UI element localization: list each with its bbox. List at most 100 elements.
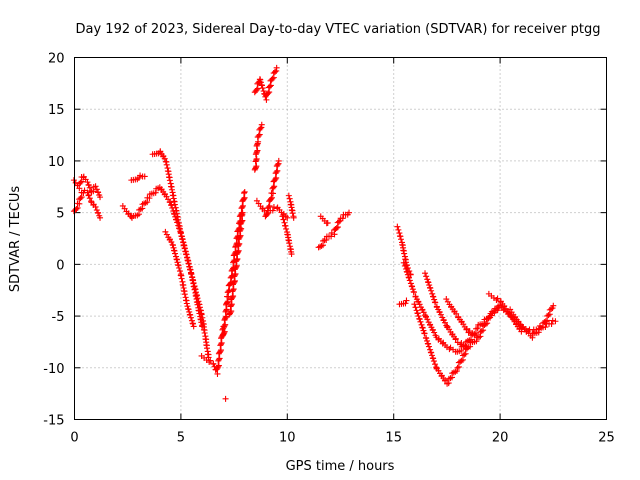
data-point	[461, 351, 468, 358]
data-point	[474, 325, 481, 332]
data-point	[424, 316, 431, 323]
data-point	[239, 209, 246, 216]
data-point	[233, 262, 240, 269]
data-point	[77, 179, 84, 186]
data-point	[431, 299, 438, 306]
data-point	[202, 336, 209, 343]
data-points	[70, 64, 559, 402]
data-point	[207, 357, 214, 364]
data-point	[218, 347, 225, 354]
y-tick-label: -10	[43, 362, 64, 377]
data-point	[172, 250, 179, 257]
data-point	[265, 204, 272, 211]
data-point	[93, 207, 100, 214]
data-point	[230, 293, 237, 300]
data-point	[93, 186, 100, 193]
data-point	[258, 121, 265, 128]
data-point	[431, 296, 438, 303]
data-point	[424, 340, 431, 347]
data-point	[178, 275, 185, 282]
data-point	[252, 164, 259, 171]
data-point	[270, 184, 277, 191]
data-point	[426, 282, 433, 289]
data-point	[231, 277, 238, 284]
data-point	[423, 273, 430, 280]
data-point	[241, 188, 248, 195]
data-point	[235, 248, 242, 255]
data-point	[178, 233, 185, 240]
data-point	[231, 272, 238, 279]
data-point	[238, 218, 245, 225]
data-point	[412, 304, 419, 311]
data-point	[97, 214, 104, 221]
data-point	[414, 310, 421, 317]
data-point	[230, 287, 237, 294]
data-point	[290, 214, 297, 221]
data-point	[427, 321, 434, 328]
data-point	[200, 326, 207, 333]
data-point	[173, 256, 180, 263]
data-point	[437, 311, 444, 318]
x-tick-label: 5	[177, 431, 185, 446]
data-point	[428, 287, 435, 294]
y-axis-label: SDTVAR / TECUs	[8, 186, 23, 293]
data-point	[188, 271, 195, 278]
data-point	[229, 294, 236, 301]
data-point	[201, 329, 208, 336]
data-point	[264, 211, 271, 218]
data-point	[253, 148, 260, 155]
data-point	[454, 364, 461, 371]
data-point	[218, 341, 225, 348]
data-point	[273, 169, 280, 176]
data-point	[187, 266, 194, 273]
data-point	[239, 204, 246, 211]
data-point	[346, 209, 353, 216]
data-point	[441, 319, 448, 326]
data-point	[184, 257, 191, 264]
data-point	[396, 233, 403, 240]
data-point	[216, 355, 223, 362]
data-point	[400, 259, 407, 266]
data-point	[163, 231, 170, 238]
data-point	[232, 244, 239, 251]
data-point	[214, 370, 221, 377]
data-point	[85, 181, 92, 188]
data-point	[272, 176, 279, 183]
data-point	[274, 161, 281, 168]
data-point	[458, 357, 465, 364]
x-tick-label: 25	[598, 431, 615, 446]
data-point	[168, 238, 175, 245]
data-point	[545, 312, 552, 319]
data-point	[175, 264, 182, 271]
data-point	[235, 241, 242, 248]
data-point	[422, 334, 429, 341]
data-point	[203, 342, 210, 349]
data-point	[549, 317, 556, 324]
data-point	[168, 183, 175, 190]
data-point	[415, 313, 422, 320]
data-point	[227, 309, 234, 316]
data-point	[287, 201, 294, 208]
data-point	[180, 287, 187, 294]
data-point	[440, 316, 447, 323]
data-point	[171, 201, 178, 208]
data-point	[412, 293, 419, 300]
data-point	[186, 308, 193, 315]
data-point	[424, 276, 431, 283]
data-point	[173, 207, 180, 214]
data-point	[399, 241, 406, 248]
data-point	[406, 277, 413, 284]
data-point	[182, 297, 189, 304]
data-point	[168, 186, 175, 193]
y-tick-label: -15	[43, 414, 64, 429]
data-point	[239, 217, 246, 224]
data-point	[284, 231, 291, 238]
data-point	[232, 270, 239, 277]
y-tick-label: -5	[52, 310, 65, 325]
data-point	[429, 290, 436, 297]
data-point	[273, 64, 280, 71]
data-point	[240, 195, 247, 202]
data-point	[191, 286, 198, 293]
data-point	[426, 284, 433, 291]
data-point	[169, 241, 176, 248]
